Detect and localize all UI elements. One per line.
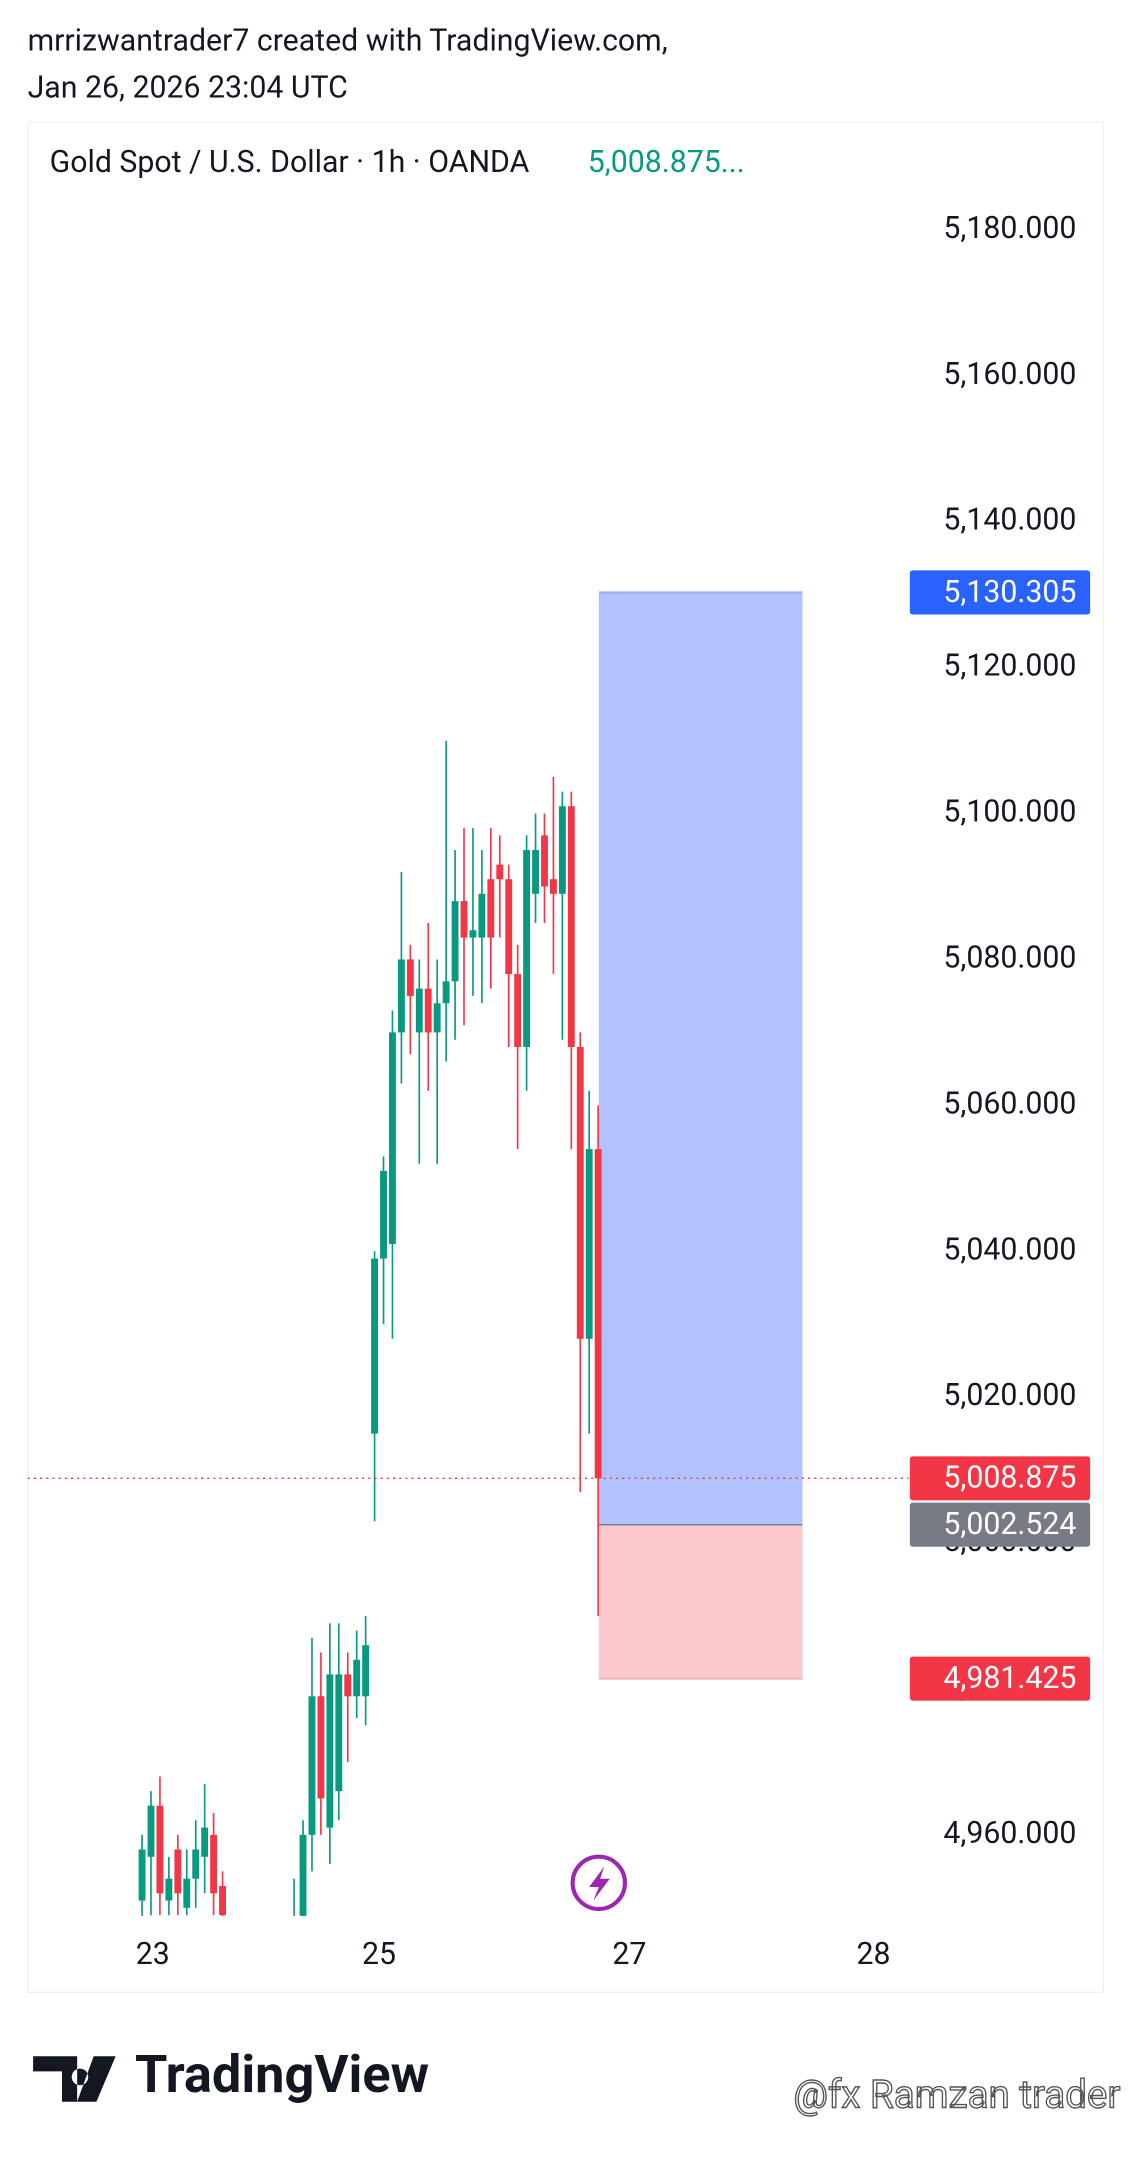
candle-body xyxy=(183,1878,191,1908)
brand-name: TradingView xyxy=(135,2043,429,2105)
y-tick-label: 5,080.000 xyxy=(943,940,1076,975)
x-tick-label: 27 xyxy=(612,1937,646,1972)
candle-body xyxy=(549,879,557,894)
candle-body xyxy=(505,879,513,975)
price-badge xyxy=(909,1656,1091,1701)
y-tick-label: 5,060.000 xyxy=(943,1086,1076,1121)
y-tick-label: 5,140.000 xyxy=(943,503,1076,538)
candle-body xyxy=(478,893,486,938)
candle-body xyxy=(299,1834,307,1916)
price-badge xyxy=(909,570,1091,615)
candle-body xyxy=(174,1849,182,1894)
candle-body xyxy=(576,1046,584,1339)
brand-logo xyxy=(33,2056,116,2102)
candle-body xyxy=(147,1805,155,1857)
chart-title: Gold Spot / U.S. Dollar · 1h · OANDA xyxy=(50,145,530,180)
candle-body xyxy=(389,1032,396,1244)
chart-frame xyxy=(27,121,1104,1993)
y-tick-label: 5,180.000 xyxy=(943,211,1076,246)
x-tick-label: 28 xyxy=(857,1937,891,1972)
price-badge xyxy=(909,1502,1091,1547)
candle-body xyxy=(165,1878,173,1901)
candle-body xyxy=(138,1849,146,1901)
candle-body xyxy=(415,988,423,1033)
plot xyxy=(27,591,909,1916)
date-line: Jan 26, 2026 23:04 UTC xyxy=(28,70,348,105)
price-badge-label: 5,130.305 xyxy=(943,575,1076,610)
candle-body xyxy=(380,1171,387,1259)
alert-icon xyxy=(570,1854,627,1912)
target-zone xyxy=(598,592,803,1525)
candle-body xyxy=(317,1696,325,1799)
price-badge xyxy=(909,1456,1091,1501)
candle-body xyxy=(585,1149,593,1339)
candle-body xyxy=(460,901,468,938)
candle-body xyxy=(335,1674,343,1792)
candle-body xyxy=(451,901,459,982)
candle-body xyxy=(532,850,539,894)
candle-body xyxy=(523,850,531,1047)
y-tick-label: 5,040.000 xyxy=(943,1232,1076,1267)
y-tick-label: 4,960.000 xyxy=(943,1816,1076,1851)
x-tick-label: 23 xyxy=(136,1937,170,1972)
candle-body xyxy=(487,879,495,938)
candle-body xyxy=(326,1674,334,1828)
price-badge-label: 5,008.875 xyxy=(943,1461,1076,1496)
price-badge-label: 4,981.425 xyxy=(943,1661,1076,1696)
y-tick-label: 5,160.000 xyxy=(943,357,1076,392)
candle-body xyxy=(397,959,405,1033)
candle-body xyxy=(469,930,477,938)
candle-body xyxy=(192,1849,200,1879)
y-tick-label: 5,100.000 xyxy=(943,795,1076,830)
candle-body xyxy=(344,1674,352,1697)
author-line: mrrizwantrader7 created with TradingView… xyxy=(28,24,668,59)
watermark: @fx Ramzan trader xyxy=(793,2073,1120,2118)
y-tick-label: 5,120.000 xyxy=(943,649,1076,684)
stop-zone xyxy=(598,1524,803,1679)
candle-body xyxy=(371,1258,379,1434)
candle-body xyxy=(210,1834,218,1894)
candle-body xyxy=(424,988,432,1033)
candle-body xyxy=(567,806,575,1047)
candle-body xyxy=(594,1149,602,1479)
candle-body xyxy=(406,959,414,996)
candle-body xyxy=(442,981,450,1004)
x-tick-label: 25 xyxy=(362,1937,396,1972)
candle-body xyxy=(433,1003,441,1033)
candle-body xyxy=(156,1805,164,1894)
price-badge-label: 5,002.524 xyxy=(943,1507,1076,1542)
candle-body xyxy=(541,835,548,887)
y-tick-label: 5,020.000 xyxy=(943,1378,1076,1413)
candle-body xyxy=(219,1885,226,1916)
candle-body xyxy=(362,1645,370,1697)
candle-body xyxy=(558,806,566,894)
candle-body xyxy=(496,864,504,880)
candle-body xyxy=(514,974,522,1047)
candle-body xyxy=(201,1827,209,1857)
candle-body xyxy=(353,1659,361,1697)
last-price: 5,008.875... xyxy=(588,145,745,180)
candle-body xyxy=(308,1696,316,1835)
